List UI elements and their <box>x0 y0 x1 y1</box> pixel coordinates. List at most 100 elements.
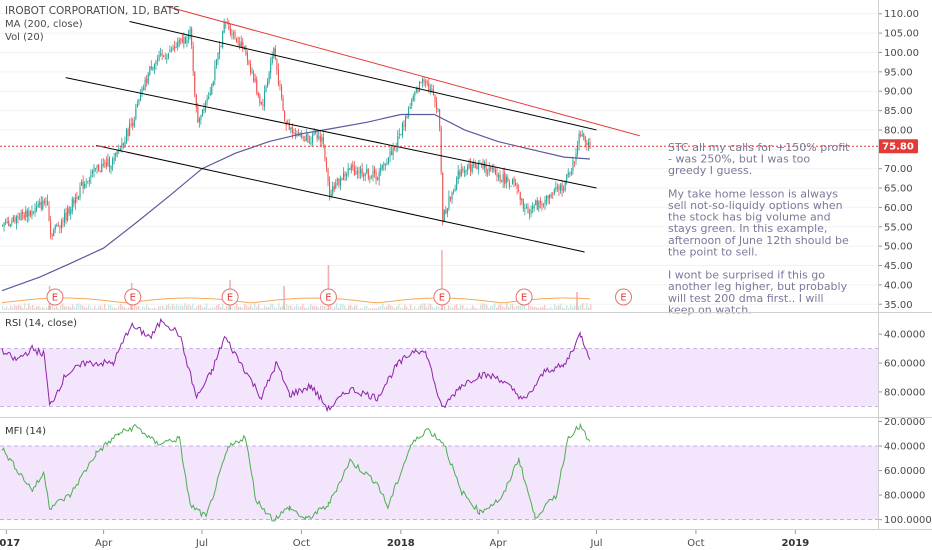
volume-bar <box>486 304 488 310</box>
candle-body <box>160 53 162 55</box>
earnings-marker[interactable] <box>433 288 451 306</box>
volume-bar <box>70 307 72 310</box>
volume-bar <box>88 304 90 310</box>
rsi-tick-label: 80.0000 <box>884 387 925 398</box>
volume-bar <box>283 286 285 310</box>
earnings-marker[interactable] <box>124 288 142 306</box>
price-tick-label: 90.00 <box>884 87 913 98</box>
volume-bar <box>412 308 414 310</box>
volume-bar <box>124 307 126 310</box>
note-line: will test 200 dma first.. I will <box>668 292 824 305</box>
note-line: sell not-so-liquidy options when <box>668 199 843 212</box>
volume-bar <box>582 303 584 310</box>
volume-bar <box>268 307 270 310</box>
candle-body <box>294 133 297 136</box>
volume-bar <box>386 306 388 310</box>
candle-body <box>93 166 95 173</box>
volume-bar <box>100 305 102 310</box>
volume-bar <box>270 303 272 310</box>
volume-bar <box>146 304 148 310</box>
volume-bar <box>226 306 228 310</box>
earnings-marker[interactable] <box>515 288 533 306</box>
volume-bar <box>338 307 340 310</box>
candle-body <box>527 206 529 214</box>
volume-bar <box>102 308 104 310</box>
candle-body <box>257 92 259 96</box>
volume-bar <box>66 306 68 310</box>
earnings-marker[interactable] <box>319 288 337 306</box>
volume-bar <box>574 305 576 310</box>
candle-body <box>198 118 200 122</box>
candle-body <box>26 210 28 218</box>
candle-body <box>107 159 109 167</box>
candle-body <box>95 168 97 169</box>
candle-body <box>522 199 524 209</box>
candle-body <box>2 225 4 226</box>
rsi-band <box>0 348 878 407</box>
candle-body <box>400 134 402 135</box>
candle-body <box>463 171 465 173</box>
volume-bar <box>572 306 574 310</box>
volume-bar <box>78 303 80 310</box>
volume-bar <box>334 306 336 310</box>
candle-body <box>325 160 328 168</box>
volume-bar <box>396 306 398 310</box>
volume-bar <box>118 305 120 310</box>
volume-bar <box>422 303 424 310</box>
volume-bar <box>322 305 324 310</box>
candle-body <box>169 49 171 53</box>
volume-bar <box>516 305 518 310</box>
candle-body <box>422 78 424 84</box>
volume-bar <box>68 306 70 310</box>
volume-bar <box>430 303 432 310</box>
volume-bar <box>30 306 32 310</box>
candle-body <box>491 167 493 170</box>
volume-bar <box>260 308 262 310</box>
candle-body <box>490 167 492 169</box>
candle-body <box>305 134 307 141</box>
candle-body <box>544 200 546 204</box>
rsi-tick-label: 60.0000 <box>884 359 925 370</box>
volume-bar <box>452 307 454 310</box>
volume-bar <box>544 304 546 310</box>
volume-bar <box>306 308 308 310</box>
volume-bar <box>314 306 316 310</box>
candle-body <box>209 93 211 96</box>
candle-body <box>310 142 312 144</box>
candle-body <box>470 164 472 172</box>
price-tick-label: 85.00 <box>884 106 913 117</box>
candle-body <box>217 52 219 61</box>
candle-body <box>442 173 444 223</box>
candle-body <box>394 146 396 148</box>
volume-bar <box>494 303 496 310</box>
candle-body <box>308 141 310 143</box>
volume-bar <box>370 308 372 310</box>
candle-body <box>374 169 376 173</box>
earnings-marker[interactable] <box>221 288 239 306</box>
note-line: My take home lesson is always <box>668 187 838 200</box>
candle-body <box>149 66 151 75</box>
candle-body <box>279 84 281 86</box>
ma-200-line <box>1 113 591 292</box>
volume-bar <box>330 305 332 310</box>
volume-bar <box>32 304 34 310</box>
candle-body <box>6 221 8 223</box>
volume-bar <box>172 303 174 310</box>
candle-body <box>129 124 131 136</box>
time-tick-label: Jul <box>589 538 602 549</box>
candle-body <box>560 185 562 191</box>
candle-body <box>415 88 417 92</box>
volume-bar <box>108 304 110 310</box>
candle-body <box>110 166 112 170</box>
volume-bar <box>132 308 134 310</box>
candle-body <box>157 59 159 61</box>
earnings-marker[interactable] <box>615 288 633 306</box>
volume-bar <box>166 305 168 310</box>
candle-body <box>127 129 129 136</box>
candle-body <box>177 42 179 48</box>
volume-bar <box>374 308 376 310</box>
earnings-marker[interactable] <box>46 288 64 306</box>
volume-bar <box>394 308 396 310</box>
volume-bar <box>120 303 122 310</box>
